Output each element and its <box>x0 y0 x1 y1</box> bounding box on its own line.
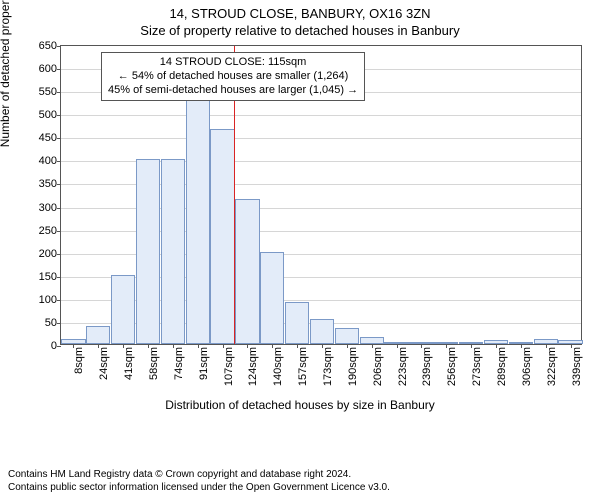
x-tick-label: 124sqm <box>247 347 259 386</box>
x-tick-label: 190sqm <box>347 347 359 386</box>
chart-container: Number of detached properties 0501001502… <box>0 40 600 420</box>
y-tick-mark <box>57 184 61 185</box>
y-axis-label: Number of detached properties <box>0 0 12 147</box>
y-tick-mark <box>57 277 61 278</box>
page-title: 14, STROUD CLOSE, BANBURY, OX16 3ZN <box>0 0 600 21</box>
y-tick-mark <box>57 208 61 209</box>
histogram-bar <box>360 337 384 344</box>
x-tick-label: 273sqm <box>471 347 483 386</box>
y-tick-label: 400 <box>39 155 57 167</box>
y-tick-label: 650 <box>39 40 57 52</box>
y-tick-mark <box>57 138 61 139</box>
y-tick-label: 150 <box>39 271 57 283</box>
y-tick-mark <box>57 323 61 324</box>
histogram-bar <box>235 199 259 344</box>
x-tick-label: 173sqm <box>322 347 334 386</box>
histogram-bar <box>260 252 284 344</box>
y-tick-label: 300 <box>39 202 57 214</box>
annotation-line-1: 14 STROUD CLOSE: 115sqm <box>108 56 358 70</box>
y-tick-label: 500 <box>39 109 57 121</box>
x-tick-label: 239sqm <box>421 347 433 386</box>
x-axis-label: Distribution of detached houses by size … <box>0 398 600 412</box>
y-tick-label: 600 <box>39 63 57 75</box>
annotation-box: 14 STROUD CLOSE: 115sqm ← 54% of detache… <box>101 52 365 101</box>
y-tick-mark <box>57 69 61 70</box>
histogram-bar <box>111 275 135 344</box>
x-tick-label: 74sqm <box>173 347 185 380</box>
x-tick-label: 256sqm <box>446 347 458 386</box>
footer-line-1: Contains HM Land Registry data © Crown c… <box>8 468 390 481</box>
histogram-bar <box>310 319 334 344</box>
x-tick-label: 41sqm <box>123 347 135 380</box>
annotation-line-2: ← 54% of detached houses are smaller (1,… <box>108 70 358 84</box>
x-tick-label: 91sqm <box>198 347 210 380</box>
annotation-line-3: 45% of semi-detached houses are larger (… <box>108 84 358 98</box>
y-tick-mark <box>57 161 61 162</box>
histogram-bar <box>136 159 160 344</box>
y-tick-label: 200 <box>39 248 57 260</box>
x-tick-label: 289sqm <box>496 347 508 386</box>
y-tick-label: 350 <box>39 178 57 190</box>
x-tick-label: 107sqm <box>223 347 235 386</box>
x-tick-label: 322sqm <box>546 347 558 386</box>
y-tick-label: 50 <box>45 317 57 329</box>
x-tick-label: 58sqm <box>148 347 160 380</box>
x-tick-label: 24sqm <box>98 347 110 380</box>
footer-line-2: Contains public sector information licen… <box>8 481 390 494</box>
y-tick-mark <box>57 115 61 116</box>
x-tick-label: 306sqm <box>521 347 533 386</box>
y-tick-mark <box>57 231 61 232</box>
x-tick-label: 140sqm <box>272 347 284 386</box>
y-tick-mark <box>57 92 61 93</box>
gridline <box>61 138 581 139</box>
histogram-bar <box>285 302 309 344</box>
y-tick-mark <box>57 254 61 255</box>
histogram-bar <box>335 328 359 344</box>
y-tick-mark <box>57 346 61 347</box>
histogram-bar <box>210 129 234 344</box>
histogram-bar <box>161 159 185 344</box>
y-tick-label: 450 <box>39 132 57 144</box>
gridline <box>61 115 581 116</box>
x-tick-label: 8sqm <box>73 347 85 374</box>
histogram-bar <box>186 99 210 344</box>
y-tick-label: 250 <box>39 225 57 237</box>
y-tick-label: 100 <box>39 294 57 306</box>
x-tick-label: 206sqm <box>372 347 384 386</box>
y-tick-mark <box>57 300 61 301</box>
histogram-bar <box>86 326 110 344</box>
y-tick-mark <box>57 46 61 47</box>
plot-area: 0501001502002503003504004505005506006508… <box>60 45 582 345</box>
y-tick-label: 550 <box>39 86 57 98</box>
x-tick-label: 223sqm <box>397 347 409 386</box>
page-subtitle: Size of property relative to detached ho… <box>0 21 600 38</box>
x-tick-label: 339sqm <box>571 347 583 386</box>
x-tick-label: 157sqm <box>297 347 309 386</box>
footer: Contains HM Land Registry data © Crown c… <box>8 468 390 494</box>
